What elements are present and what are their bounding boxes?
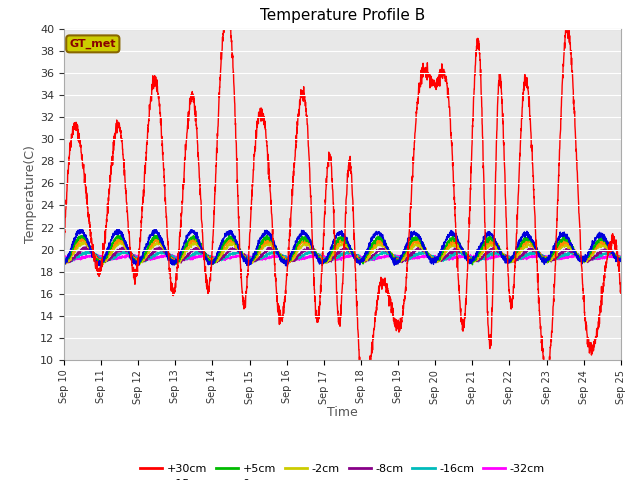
-16cm bbox=[547, 256, 554, 262]
-2cm bbox=[617, 258, 625, 264]
+30cm bbox=[157, 120, 164, 126]
+15cm bbox=[274, 250, 282, 256]
-16cm bbox=[274, 251, 282, 257]
-2cm bbox=[191, 238, 199, 243]
Text: GT_met: GT_met bbox=[70, 39, 116, 49]
-32cm bbox=[157, 254, 164, 260]
-2cm bbox=[135, 262, 143, 268]
Line: -8cm: -8cm bbox=[64, 246, 621, 263]
-32cm bbox=[617, 254, 625, 260]
0cm bbox=[97, 262, 104, 267]
+5cm bbox=[298, 234, 306, 240]
0cm bbox=[298, 238, 306, 244]
Line: -16cm: -16cm bbox=[64, 250, 621, 262]
-8cm bbox=[617, 256, 625, 262]
0cm bbox=[617, 257, 625, 263]
Title: Temperature Profile B: Temperature Profile B bbox=[260, 9, 425, 24]
+5cm bbox=[225, 230, 233, 236]
Legend: +30cm, +15cm, +5cm, 0cm, -2cm, -8cm, -16cm, -32cm: +30cm, +15cm, +5cm, 0cm, -2cm, -8cm, -16… bbox=[136, 459, 549, 480]
-2cm bbox=[298, 243, 306, 249]
+30cm bbox=[60, 245, 68, 251]
+15cm bbox=[606, 246, 614, 252]
+30cm bbox=[298, 92, 306, 98]
-8cm bbox=[547, 255, 554, 261]
+5cm bbox=[274, 250, 282, 256]
-32cm bbox=[298, 255, 306, 261]
-16cm bbox=[124, 249, 132, 255]
-16cm bbox=[455, 247, 463, 253]
+30cm bbox=[547, 344, 554, 350]
+15cm bbox=[60, 263, 68, 268]
Line: +15cm: +15cm bbox=[64, 228, 621, 266]
-32cm bbox=[547, 254, 554, 260]
Line: +5cm: +5cm bbox=[64, 233, 621, 265]
-8cm bbox=[60, 258, 68, 264]
Line: +30cm: +30cm bbox=[64, 4, 621, 396]
+5cm bbox=[547, 253, 554, 259]
0cm bbox=[547, 254, 554, 260]
0cm bbox=[124, 245, 132, 251]
0cm bbox=[606, 245, 614, 251]
+5cm bbox=[157, 238, 164, 244]
+30cm bbox=[361, 393, 369, 398]
0cm bbox=[60, 258, 68, 264]
-8cm bbox=[177, 260, 185, 266]
+5cm bbox=[606, 246, 614, 252]
+15cm bbox=[617, 258, 625, 264]
+30cm bbox=[274, 309, 282, 314]
-32cm bbox=[274, 254, 282, 260]
+15cm bbox=[97, 263, 104, 269]
0cm bbox=[157, 237, 164, 243]
-8cm bbox=[274, 250, 282, 256]
-2cm bbox=[274, 251, 282, 256]
+5cm bbox=[617, 256, 625, 262]
-32cm bbox=[606, 253, 614, 259]
-8cm bbox=[298, 249, 306, 254]
-2cm bbox=[157, 242, 164, 248]
X-axis label: Time: Time bbox=[327, 407, 358, 420]
Line: 0cm: 0cm bbox=[64, 238, 621, 264]
Y-axis label: Temperature(C): Temperature(C) bbox=[24, 145, 37, 243]
-16cm bbox=[60, 255, 68, 261]
Line: -2cm: -2cm bbox=[64, 240, 621, 265]
-8cm bbox=[606, 249, 614, 255]
-2cm bbox=[60, 259, 68, 264]
+15cm bbox=[157, 239, 164, 245]
+30cm bbox=[223, 1, 231, 7]
0cm bbox=[189, 235, 196, 240]
-32cm bbox=[70, 258, 78, 264]
+30cm bbox=[606, 239, 614, 245]
Line: -32cm: -32cm bbox=[64, 254, 621, 261]
-8cm bbox=[124, 247, 132, 252]
+15cm bbox=[298, 228, 306, 234]
-16cm bbox=[606, 251, 614, 257]
-32cm bbox=[124, 253, 132, 259]
-16cm bbox=[298, 252, 306, 258]
-8cm bbox=[157, 247, 164, 252]
+5cm bbox=[96, 263, 104, 268]
-32cm bbox=[60, 252, 68, 258]
+15cm bbox=[547, 252, 554, 258]
-2cm bbox=[606, 248, 614, 254]
+30cm bbox=[124, 211, 131, 216]
0cm bbox=[274, 249, 282, 255]
+5cm bbox=[60, 261, 68, 267]
+15cm bbox=[188, 226, 195, 231]
-32cm bbox=[497, 251, 505, 257]
-2cm bbox=[124, 247, 131, 253]
+5cm bbox=[124, 246, 132, 252]
-16cm bbox=[100, 259, 108, 265]
-16cm bbox=[157, 249, 164, 255]
+30cm bbox=[617, 291, 625, 297]
-16cm bbox=[617, 257, 625, 263]
-8cm bbox=[120, 243, 127, 249]
-2cm bbox=[547, 256, 554, 262]
+15cm bbox=[124, 244, 132, 250]
